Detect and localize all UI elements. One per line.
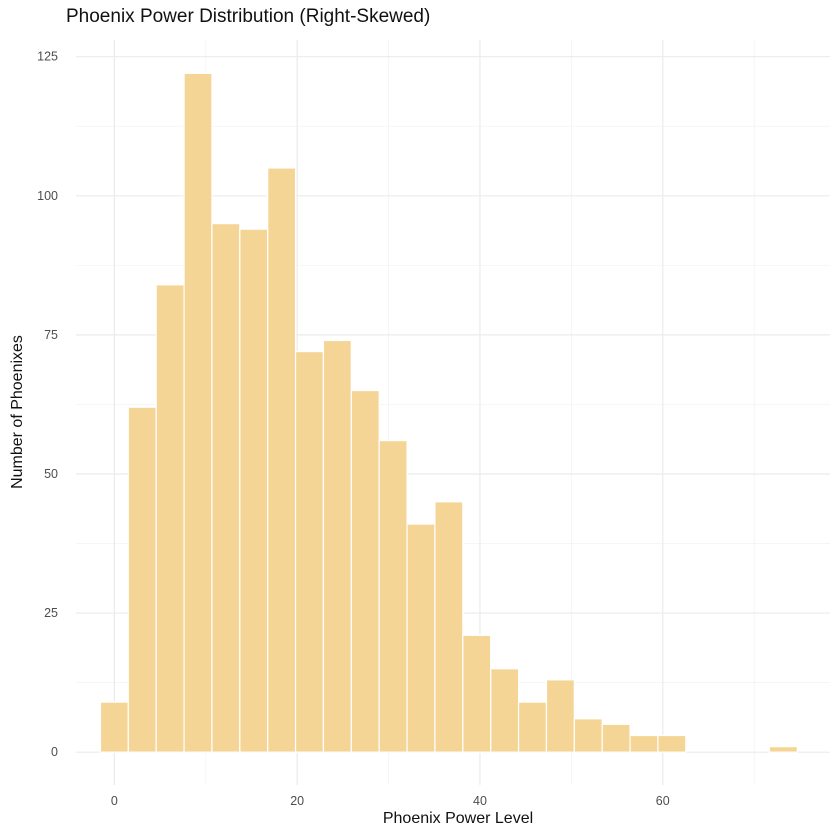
histogram-bar <box>99 701 129 753</box>
y-tick-label: 75 <box>44 328 58 342</box>
x-tick-label: 60 <box>656 794 670 808</box>
histogram-bar <box>322 339 352 753</box>
histogram-bar <box>434 501 464 753</box>
y-tick-label: 100 <box>37 189 58 203</box>
histogram-bar <box>294 350 325 753</box>
histogram-bar <box>573 718 603 753</box>
histogram-bar <box>490 668 520 753</box>
histogram-bar <box>211 223 241 753</box>
histogram-bar <box>239 228 269 753</box>
histogram-bar <box>155 284 185 753</box>
histogram-bar <box>517 701 548 753</box>
x-tick-label: 0 <box>111 794 118 808</box>
x-tick-label: 40 <box>473 794 487 808</box>
x-axis-label: Phoenix Power Level <box>382 810 534 827</box>
y-tick-label: 25 <box>44 606 58 620</box>
x-tick-label: 20 <box>290 794 304 808</box>
histogram-bar <box>127 406 157 753</box>
y-tick-label: 50 <box>44 467 58 481</box>
histogram-bar <box>462 634 492 753</box>
y-tick-label: 0 <box>51 745 58 759</box>
histogram-bar <box>183 72 213 753</box>
histogram-bar <box>601 723 631 753</box>
histogram-bar <box>406 523 436 753</box>
histogram-bar <box>267 167 297 753</box>
chart-title: Phoenix Power Distribution (Right-Skewed… <box>66 6 431 27</box>
histogram-bar <box>629 734 659 753</box>
histogram-bar <box>350 389 380 753</box>
histogram-bar <box>657 734 687 753</box>
histogram-bar <box>768 746 798 753</box>
histogram-bar <box>378 439 408 753</box>
histogram-bar <box>545 679 575 753</box>
x-axis-label-wrap: Phoenix Power Level <box>0 810 840 828</box>
y-tick-label: 125 <box>37 50 58 64</box>
